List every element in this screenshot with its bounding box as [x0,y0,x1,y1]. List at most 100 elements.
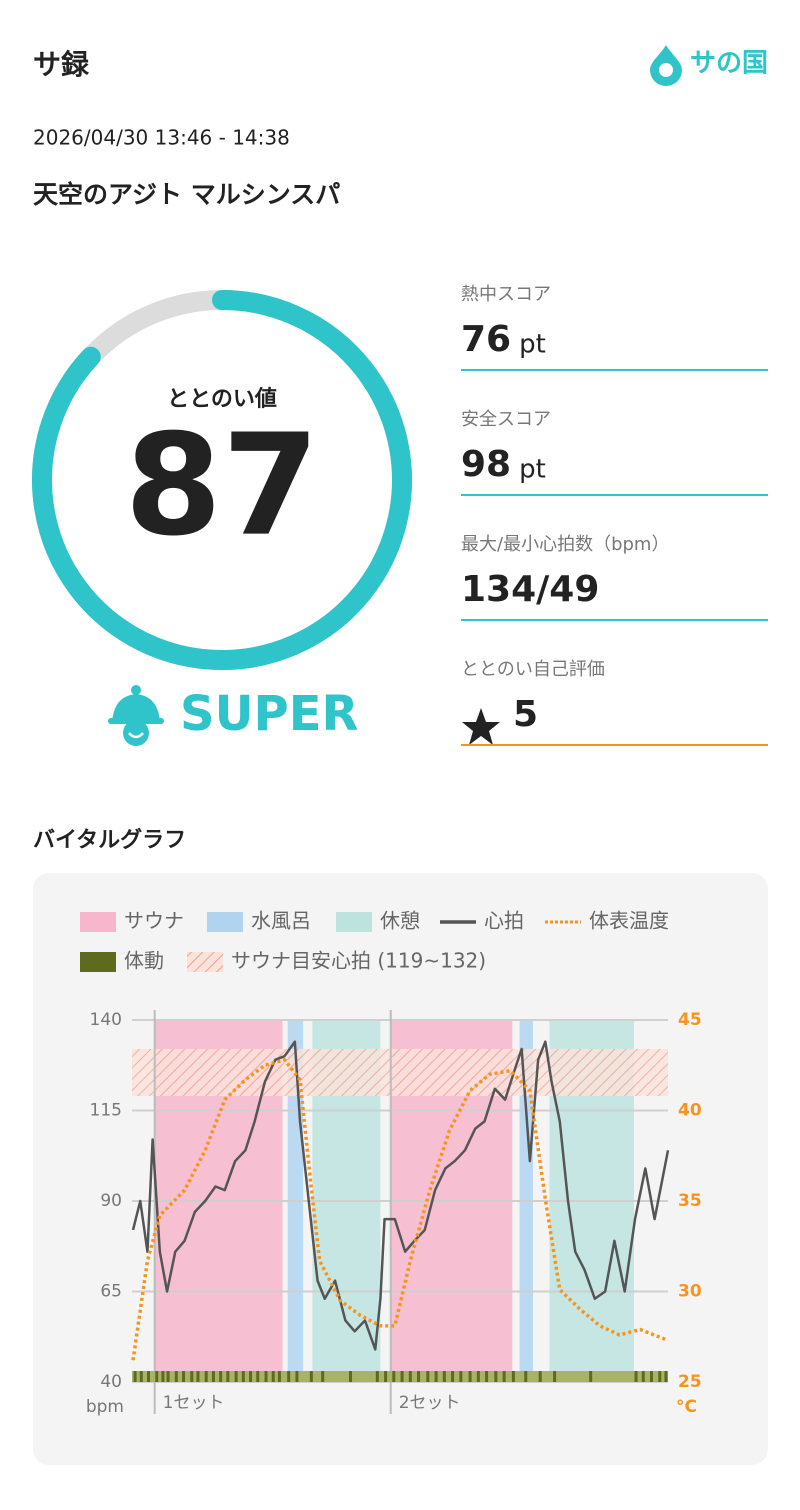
legend-label: 心拍 [484,909,524,933]
y-tick-label: 65 [100,1282,122,1302]
motion-tick [133,1371,137,1382]
score-value: 87 [125,405,320,568]
legend-swatch [80,952,116,972]
legend-swatch [207,912,243,932]
motion-tick [434,1371,438,1382]
motion-tick [196,1371,200,1382]
motion-tick [182,1371,186,1382]
motion-tick [277,1371,281,1382]
y-tick-label: 140 [90,1010,122,1030]
motion-tick [468,1371,472,1382]
stat-value: 98 [461,444,511,485]
y2-tick-label: 35 [678,1191,702,1211]
stat-label: 安全スコア [461,409,551,430]
motion-tick [349,1371,353,1382]
motion-tick [241,1371,245,1382]
motion-tick [321,1371,325,1382]
motion-tick [553,1371,557,1382]
motion-tick [226,1371,230,1382]
motion-tick [589,1371,593,1382]
motion-tick [295,1371,299,1382]
motion-tick [211,1371,215,1382]
set-label: 2セット [399,1393,461,1413]
motion-track [132,1371,668,1382]
gauge-arc [32,290,412,670]
rank: SUPER [180,686,358,742]
y-tick-label: 90 [100,1191,122,1211]
motion-tick [664,1371,668,1382]
motion-tick [494,1371,498,1382]
y-axis-unit: bpm [86,1397,124,1417]
motion-tick [190,1371,194,1382]
legend-swatch [336,912,372,932]
motion-tick [658,1371,662,1382]
motion-tick [524,1371,528,1382]
page-title: サ録 [33,48,90,81]
session-datetime: 2026/04/30 13:46 - 14:38 [33,126,290,150]
legend-label: 水風呂 [251,909,311,933]
motion-tick [485,1371,489,1382]
motion-tick [375,1371,379,1382]
motion-tick [408,1371,412,1382]
motion-tick [442,1371,446,1382]
stat-value: 76 [461,319,511,360]
motion-tick [451,1371,455,1382]
motion-tick [538,1371,542,1382]
motion-tick [155,1371,159,1382]
motion-tick [161,1371,165,1382]
stat-label: 熱中スコア [461,284,551,305]
motion-tick [146,1371,150,1382]
y2-tick-label: 30 [678,1282,702,1302]
motion-tick [287,1371,291,1382]
star-icon [462,708,500,745]
motion-tick [166,1371,170,1382]
series-line [131,1058,669,1361]
motion-tick [650,1371,654,1382]
motion-tick [174,1371,178,1382]
stat-label: ととのい自己評価 [461,659,605,680]
y-tick-label: 40 [100,1372,122,1392]
motion-tick [384,1371,388,1382]
legend-swatch [80,912,116,932]
motion-tick [256,1371,260,1382]
series-line [131,1040,670,1351]
y2-tick-label: 25 [678,1372,702,1392]
stat-value: 5 [513,694,538,735]
motion-tick [264,1371,268,1382]
stat-unit: pt [519,330,546,360]
motion-tick [476,1371,480,1382]
legend-label: サウナ目安心拍 (119~132) [231,949,486,973]
motion-tick [309,1371,313,1382]
motion-tick [426,1371,430,1382]
facility-name: 天空のアジト マルシンスパ [33,180,340,209]
motion-tick [219,1371,223,1382]
logo: サの国 [650,45,768,86]
legend-swatch [187,952,223,972]
y2-tick-label: 40 [678,1101,702,1121]
motion-tick [641,1371,645,1382]
legend-label: 体動 [124,949,164,973]
section-title: バイタルグラフ [33,827,186,853]
motion-tick [417,1371,421,1382]
legend-label: サウナ [124,909,184,933]
motion-tick [511,1371,515,1382]
chart: 40 65 90 115 140 25 30 35 40 45 bpm °C 1セット 2セット サウナ 水風… [80,909,702,1417]
motion-tick [271,1371,275,1382]
motion-tick [400,1371,404,1382]
y2-tick-label: 45 [678,1010,702,1030]
motion-tick [249,1371,253,1382]
motion-tick [139,1371,143,1382]
motion-tick [204,1371,208,1382]
mascot-icon [108,685,164,746]
motion-tick [234,1371,238,1382]
stat-value: 134/49 [461,569,599,610]
motion-tick [634,1371,638,1382]
stat-label: 最大/最小心拍数（bpm） [461,534,669,555]
score-label: ととのい値 [167,387,277,412]
stat-unit: pt [519,455,546,485]
motion-tick [502,1371,506,1382]
target-band [132,1048,668,1097]
y2-axis-unit: °C [676,1397,697,1417]
legend-label: 体表温度 [589,909,669,933]
motion-tick [459,1371,463,1382]
